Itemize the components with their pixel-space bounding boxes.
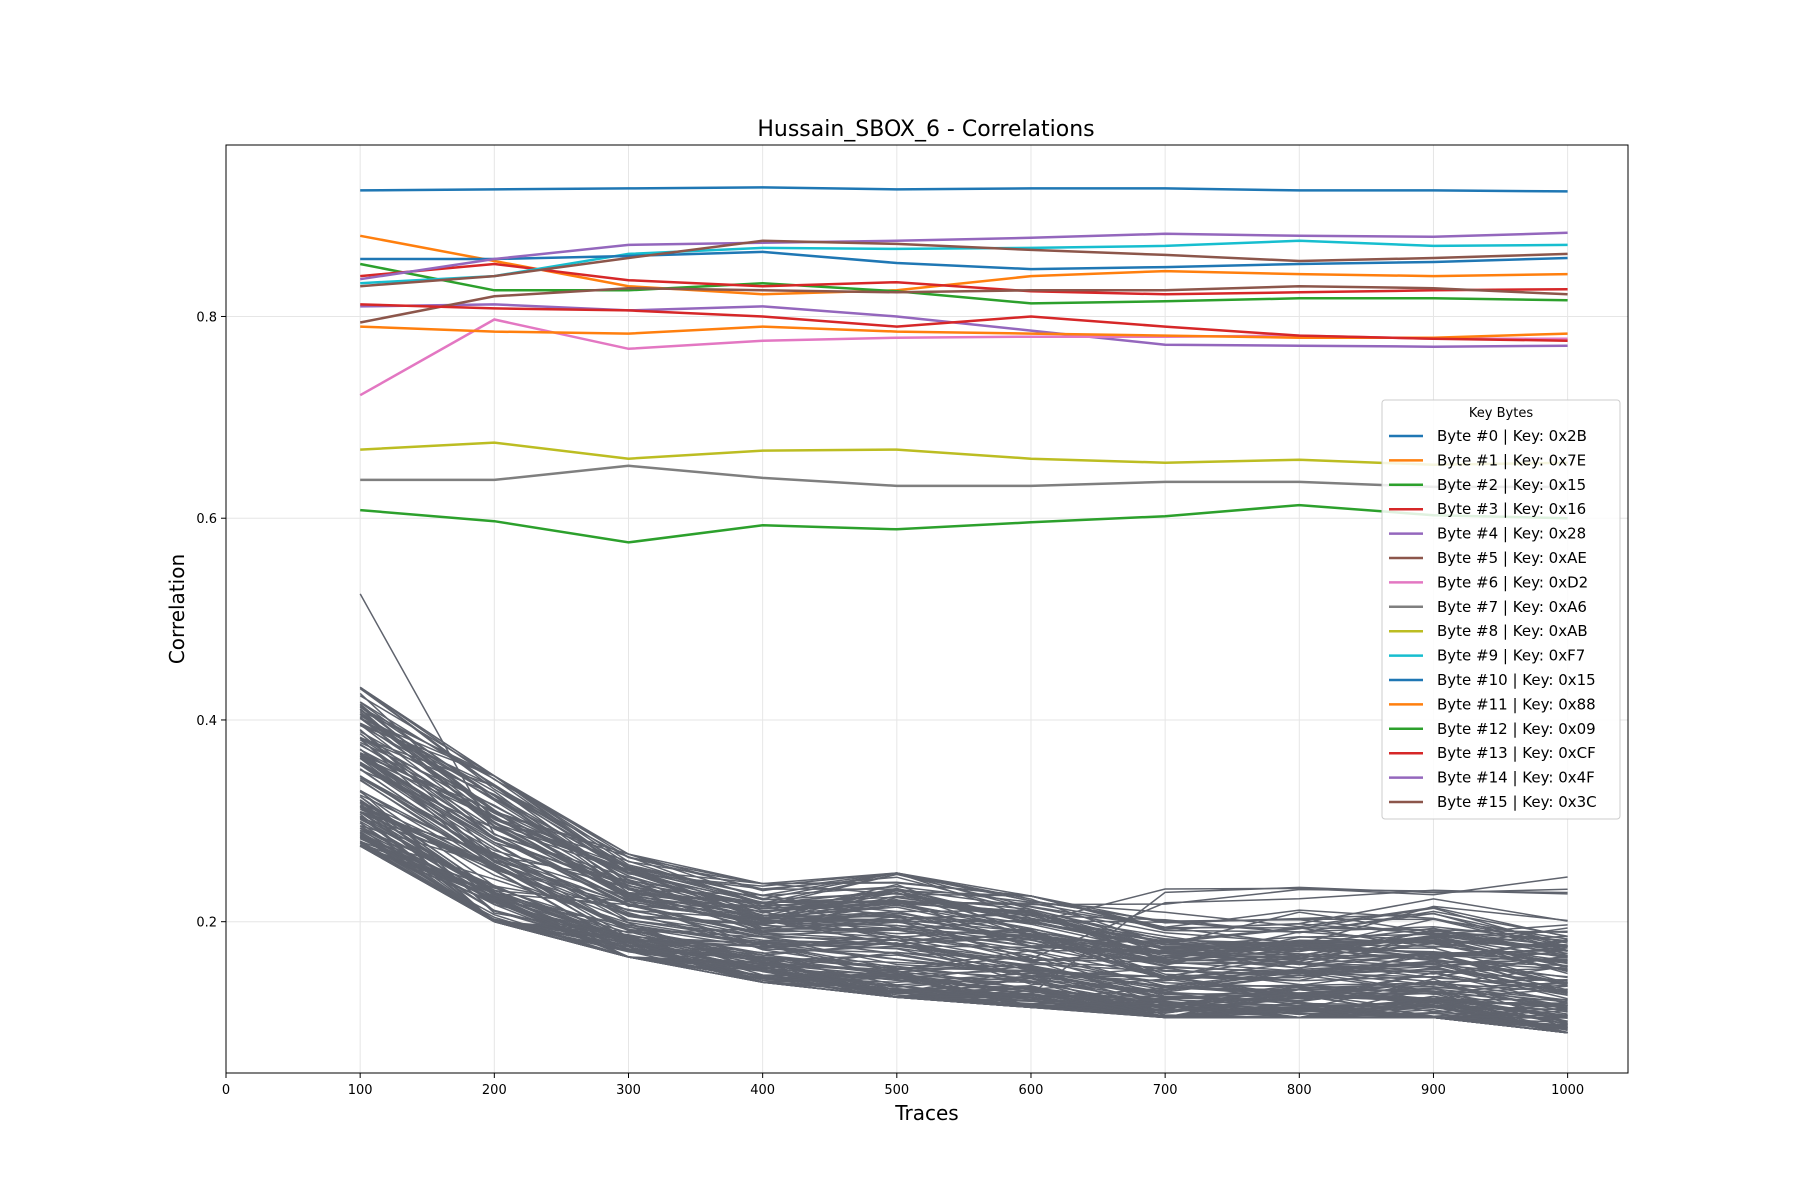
legend-entry-label: Byte #15 | Key: 0x3C <box>1437 793 1597 811</box>
legend-entry-label: Byte #8 | Key: 0xAB <box>1437 622 1588 640</box>
wrong-key-line <box>359 757 1568 983</box>
legend-items: Byte #0 | Key: 0x2B Byte #1 | Key: 0x7E By… <box>1389 427 1597 811</box>
key-series-line <box>359 262 1568 305</box>
wrong-key-line <box>359 717 1568 958</box>
key-series-line <box>360 441 1568 467</box>
x-tick-label: 400 <box>750 1083 775 1098</box>
legend-entry-label: Byte #11 | Key: 0x88 <box>1437 695 1596 713</box>
y-ticks: 0.2 0.4 0.6 0.8 <box>196 310 226 931</box>
wrong-key-line <box>359 818 1568 1019</box>
x-tick-label: 600 <box>1019 1083 1044 1098</box>
legend-entry-label: Byte #4 | Key: 0x28 <box>1437 525 1586 543</box>
wrong-key-line <box>359 817 1568 1008</box>
plot-frame <box>225 144 1629 1074</box>
chart-title: Hussain_SBOX_6 - Correlations <box>757 117 1094 142</box>
y-tick-label: 0.8 <box>196 310 217 325</box>
key-series-line <box>360 186 1568 193</box>
legend-entry-label: Byte #13 | Key: 0xCF <box>1437 744 1596 762</box>
x-tick-label: 200 <box>482 1083 507 1098</box>
legend-entry-label: Byte #9 | Key: 0xF7 <box>1437 647 1585 665</box>
key-series-line <box>360 231 1568 281</box>
legend-entry-label: Byte #12 | Key: 0x09 <box>1437 720 1596 738</box>
legend-entry-label: Byte #14 | Key: 0x4F <box>1437 769 1595 787</box>
x-tick-label: 900 <box>1421 1083 1446 1098</box>
legend-entry-label: Byte #6 | Key: 0xD2 <box>1437 573 1588 591</box>
legend-box <box>1381 399 1621 820</box>
y-tick-label: 0.6 <box>196 512 217 527</box>
y-tick-label: 0.4 <box>196 714 217 729</box>
wrong-key-line <box>359 717 1568 942</box>
key-series-line <box>360 303 1568 342</box>
x-tick-label: 700 <box>1153 1083 1178 1098</box>
x-tick-label: 0 <box>222 1083 230 1098</box>
key-series-line <box>360 250 1568 271</box>
wrong-key-line <box>359 800 1568 1011</box>
key-series-line <box>360 303 1568 348</box>
x-axis-label: Traces <box>894 1101 958 1125</box>
legend-entry-label: Byte #3 | Key: 0x16 <box>1437 500 1586 518</box>
key-series-line <box>360 239 1568 288</box>
wrong-key-line <box>359 706 1568 946</box>
wrong-key-line <box>359 686 1568 948</box>
wrong-key-line <box>359 768 1568 985</box>
key-series-line <box>360 464 1568 489</box>
legend-entry-label: Byte #7 | Key: 0xA6 <box>1437 598 1587 616</box>
key-series-line <box>360 262 1568 296</box>
legend-entry-label: Byte #1 | Key: 0x7E <box>1437 451 1586 469</box>
x-tick-label: 500 <box>884 1083 909 1098</box>
x-tick-label: 100 <box>348 1083 373 1098</box>
key-series-line <box>359 234 1568 296</box>
wrong-key-line <box>359 764 1568 987</box>
wrong-key-line <box>359 775 1568 1001</box>
key-series-line <box>359 284 1568 324</box>
legend-entry-label: Byte #10 | Key: 0x15 <box>1437 671 1596 689</box>
legend: Key Bytes Byte #0 | Key: 0x2B Byte #1 | K… <box>1381 399 1621 820</box>
x-ticks: 0 100 200 300 400 500 600 700 800 900 1000 <box>222 1073 1584 1098</box>
wrong-key-line <box>359 709 1568 936</box>
wrong-key-line <box>359 724 1568 960</box>
legend-entry-label: Byte #0 | Key: 0x2B <box>1437 427 1587 445</box>
wrong-key-line <box>359 701 1568 951</box>
x-tick-label: 800 <box>1287 1083 1312 1098</box>
wrong-key-line <box>359 686 1568 930</box>
x-tick-label: 300 <box>616 1083 641 1098</box>
wrong-key-line <box>359 768 1568 1008</box>
legend-entry-label: Byte #2 | Key: 0x15 <box>1437 476 1586 494</box>
x-tick-label: 1000 <box>1551 1083 1584 1098</box>
wrong-key-line <box>359 799 1568 1017</box>
background-series-layer <box>359 593 1568 1034</box>
wrong-key-line <box>359 806 1568 1020</box>
key-series-line <box>360 503 1568 544</box>
y-tick-label: 0.2 <box>196 916 217 931</box>
key-series-layer <box>359 186 1568 544</box>
wrong-key-line <box>359 830 1568 1034</box>
key-series-line <box>360 239 1568 285</box>
legend-entry-label: Byte #5 | Key: 0xAE <box>1437 549 1587 567</box>
y-axis-label: Correlation <box>165 554 189 664</box>
legend-title: Key Bytes <box>1469 406 1533 421</box>
wrong-key-line <box>359 755 1568 970</box>
